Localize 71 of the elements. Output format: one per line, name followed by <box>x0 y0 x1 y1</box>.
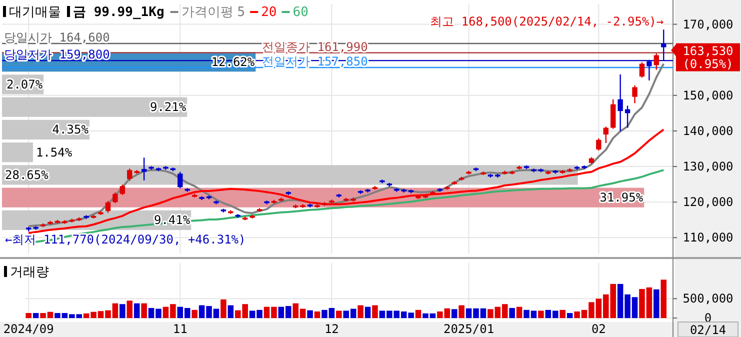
bar <box>192 310 198 318</box>
bar <box>314 311 320 318</box>
y-tick-label: 130,000 <box>682 160 734 174</box>
bar <box>141 303 147 318</box>
legend-title: 가격이평 <box>181 5 234 20</box>
bar <box>516 306 522 318</box>
text: 02/14 <box>690 323 726 337</box>
y-tick-label: 120,000 <box>682 195 734 210</box>
bar <box>307 310 313 318</box>
bar <box>336 310 342 318</box>
bar <box>134 303 140 318</box>
chart-title: 금 99.99_1Kg <box>73 5 164 20</box>
text: 5 <box>237 5 246 20</box>
chart-title: 대기매물 <box>9 5 61 20</box>
bar <box>509 308 515 318</box>
bar <box>451 309 458 318</box>
ref-line-label: 당일시가 164,600 <box>4 30 110 44</box>
annotation: ←최저 111,770(2024/09/30, +46.31%) <box>5 232 246 246</box>
y-tick-label: 150,000 <box>682 88 734 102</box>
x-tick-label: 2024/09 <box>3 322 54 336</box>
y-tick-label: 110,000 <box>682 230 734 245</box>
candlestick <box>618 74 623 132</box>
bar <box>538 310 544 318</box>
data-label: 9.21% <box>150 100 187 114</box>
bar <box>26 313 32 318</box>
x-tick-label: 2025/01 <box>443 322 494 336</box>
bar <box>2 142 33 162</box>
bar <box>415 310 422 318</box>
y-tick-label: 500,000 <box>682 292 734 306</box>
bar <box>372 305 378 318</box>
x-tick-label: 12 <box>324 322 339 336</box>
y-tick-label: 170,000 <box>682 17 734 32</box>
candlestick <box>112 192 118 204</box>
candlestick <box>120 184 126 196</box>
bar <box>660 280 667 318</box>
candlestick <box>127 168 132 182</box>
candlestick <box>178 171 183 189</box>
bar <box>228 305 234 318</box>
candlestick <box>661 29 666 62</box>
data-label: 1.54% <box>36 145 73 160</box>
candlestick <box>639 62 645 78</box>
data-label: 31.95% <box>600 190 644 205</box>
bar <box>364 306 371 318</box>
data-label: 2.07% <box>6 77 44 92</box>
bar <box>126 300 133 318</box>
candlestick <box>596 138 602 152</box>
bar <box>560 310 566 318</box>
x-tick-label: 02 <box>591 322 606 336</box>
candlestick <box>632 84 638 104</box>
bar <box>32 313 39 318</box>
ref-line-label: 전일종가 161,990 <box>262 40 368 54</box>
candlestick <box>105 200 111 214</box>
y-tick-label: 140,000 <box>682 124 734 138</box>
annotation: 최고 168,500(2025/02/14, -2.95%)→ <box>430 14 664 29</box>
chart-title: 거래량 <box>10 265 49 280</box>
legend-label: 60 <box>292 5 308 20</box>
candlestick <box>141 157 147 181</box>
bar <box>654 289 660 318</box>
bar <box>120 304 126 318</box>
bar <box>566 313 573 318</box>
data-label: 4.35% <box>52 122 90 137</box>
data-label: 28.65% <box>5 168 50 182</box>
legend-label: 20 <box>261 5 277 20</box>
x-tick-label: 11 <box>172 322 188 336</box>
bar <box>458 305 464 318</box>
candlestick <box>610 98 616 130</box>
candlestick <box>603 126 608 144</box>
candlestick <box>654 52 659 70</box>
bar <box>220 299 226 318</box>
bar <box>358 305 364 318</box>
candlestick <box>646 59 652 82</box>
